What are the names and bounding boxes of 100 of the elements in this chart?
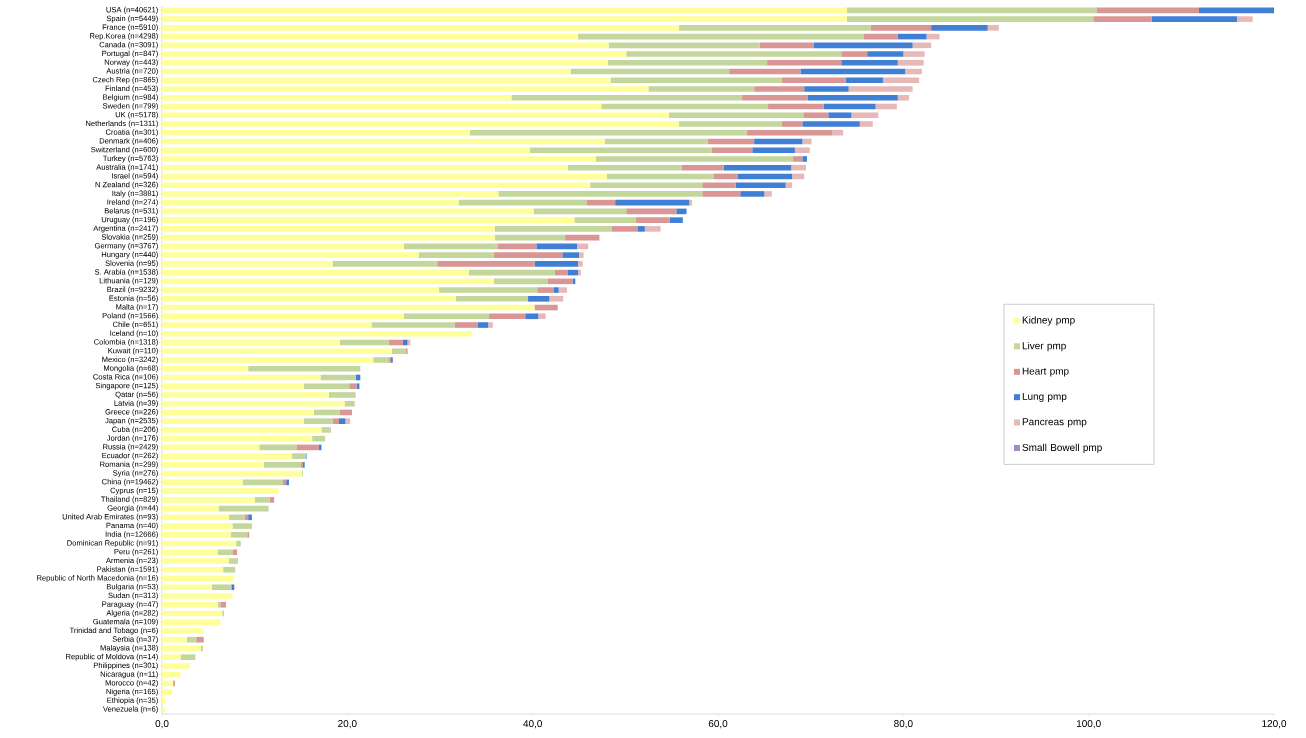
x-tick-label: 120,0: [1262, 720, 1287, 729]
bar: [321, 427, 330, 433]
bar: [162, 418, 304, 424]
bar: [802, 156, 807, 162]
bar: [162, 348, 392, 355]
bar: [800, 68, 906, 75]
bar: [489, 313, 526, 320]
bar: [196, 636, 204, 643]
bar: [162, 505, 219, 512]
legend-label: Lung pmp: [1022, 392, 1067, 402]
bar: [162, 261, 333, 267]
bar: [162, 488, 279, 494]
bar: [737, 173, 793, 180]
bar: [332, 418, 339, 424]
bar: [804, 86, 849, 92]
bar: [607, 60, 768, 66]
bar: [162, 462, 264, 468]
x-tick-label: 60,0: [708, 720, 728, 729]
bar: [525, 313, 539, 320]
bar: [494, 226, 612, 232]
bar: [867, 51, 904, 57]
bar: [180, 654, 196, 660]
bar: [418, 252, 494, 258]
bar: [162, 129, 470, 136]
bar: [162, 191, 499, 197]
bar: [841, 51, 868, 57]
bar: [303, 383, 350, 390]
bar: [578, 269, 581, 276]
x-tick-label: 0,0: [155, 720, 169, 729]
bar: [162, 51, 627, 57]
bar: [549, 296, 564, 302]
bar: [162, 86, 649, 92]
legend-label: Small Bowell pmp: [1022, 443, 1102, 453]
bar: [162, 400, 345, 407]
bar: [313, 409, 340, 416]
bar: [162, 453, 292, 459]
bar: [681, 164, 724, 171]
bar: [345, 418, 351, 424]
bar: [859, 121, 873, 127]
bar: [162, 497, 255, 503]
bar: [529, 147, 712, 154]
bar: [389, 339, 403, 346]
bar: [248, 514, 252, 521]
bar: [328, 392, 356, 398]
bar: [263, 462, 302, 468]
bar: [162, 25, 680, 31]
bar: [344, 400, 355, 407]
bar: [162, 663, 190, 669]
bar: [162, 296, 456, 302]
bar: [162, 77, 611, 84]
bar: [590, 182, 703, 188]
bar: [498, 191, 703, 197]
bar: [897, 60, 924, 66]
bar: [574, 217, 636, 223]
bar: [828, 112, 852, 119]
bar: [488, 322, 493, 328]
bar: [469, 129, 747, 136]
bar: [626, 51, 842, 57]
bar: [846, 16, 1094, 22]
bar: [752, 147, 795, 154]
bar: [162, 601, 218, 608]
bar: [339, 418, 346, 424]
bar: [162, 698, 166, 704]
bar: [248, 365, 361, 372]
bar: [668, 112, 804, 119]
bar: [371, 322, 455, 328]
bar: [537, 287, 554, 293]
bar: [493, 278, 548, 285]
bar: [511, 94, 743, 101]
bar: [162, 584, 213, 591]
bar: [754, 86, 805, 92]
bar: [228, 558, 238, 564]
bar: [637, 226, 645, 232]
legend-label: Liver pmp: [1022, 341, 1066, 352]
bar: [740, 191, 765, 197]
bar: [162, 654, 181, 660]
bar: [162, 619, 221, 626]
bar: [648, 86, 755, 92]
bar: [439, 287, 538, 293]
bar: [212, 584, 231, 591]
bar: [813, 42, 913, 49]
bar: [254, 497, 270, 503]
bar: [373, 357, 390, 363]
bar: [635, 217, 670, 223]
legend-label: Kidney pmp: [1022, 316, 1075, 326]
bar: [595, 156, 794, 162]
bar: [897, 94, 909, 101]
bar: [303, 418, 333, 424]
bar: [455, 296, 529, 302]
bar: [162, 226, 495, 232]
bar: [296, 444, 319, 451]
bar: [187, 636, 197, 643]
bar: [162, 671, 181, 678]
x-tick-label: 20,0: [338, 720, 357, 729]
bar: [536, 243, 578, 250]
bar: [746, 129, 832, 136]
bar: [558, 287, 567, 293]
legend-label: Heart pmp: [1022, 367, 1069, 377]
bar: [791, 164, 807, 171]
legend-label: Pancreas pmp: [1022, 418, 1087, 428]
